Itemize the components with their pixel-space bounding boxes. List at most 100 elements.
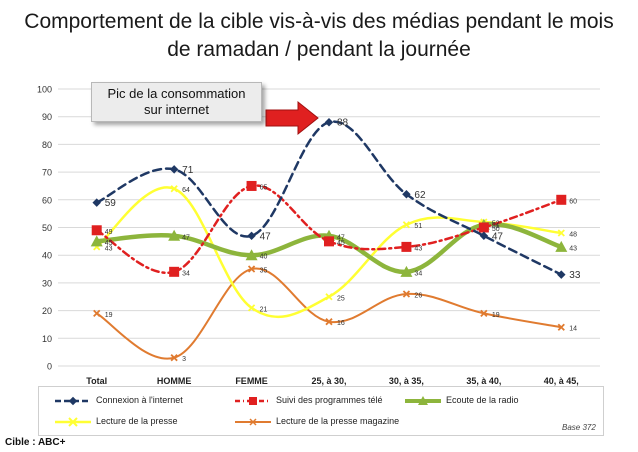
data-point-radio <box>400 265 413 277</box>
data-label-presse: 52 <box>492 220 500 227</box>
data-point-radio <box>168 229 181 241</box>
data-point-magazine <box>402 290 411 298</box>
data-point-magazine <box>93 309 101 318</box>
callout-arrow-icon <box>265 100 319 136</box>
line-chart: 0 10 20 30 40 50 60 70 80 90 100 Total HOMME FEMME 25,… <box>37 85 600 386</box>
data-point-magazine <box>557 323 565 331</box>
data-label-internet: 88 <box>337 118 349 129</box>
callout-line-2: sur internet <box>143 102 210 117</box>
legend-swatch-tv <box>235 397 271 405</box>
legend-label-magazine: Lecture de la presse magazine <box>276 416 400 426</box>
chart-title: Comportement de la cible vis-à-vis des m… <box>24 10 614 61</box>
data-point-magazine <box>170 354 178 362</box>
data-point-magazine <box>247 265 256 273</box>
data-label-radio: 40 <box>260 254 268 261</box>
data-label-radio: 45 <box>105 240 113 247</box>
y-tick-label: 40 <box>42 251 52 261</box>
data-label-magazine: 3 <box>182 356 186 363</box>
legend-swatch-internet <box>55 396 91 406</box>
annotation-callout: Pic de la consommation sur internet <box>91 82 262 122</box>
data-point-internet <box>169 165 179 174</box>
data-label-internet: 59 <box>105 198 117 209</box>
data-point-internet <box>92 198 101 207</box>
data-point-presse <box>325 293 333 301</box>
y-tick-label: 60 <box>42 195 52 205</box>
data-label-internet: 62 <box>414 190 426 201</box>
data-label-radio: 34 <box>414 270 422 277</box>
data-label-tv: 45 <box>337 240 345 247</box>
legend-label-radio: Ecoute de la radio <box>446 395 519 405</box>
legend-swatch-presse <box>55 417 91 427</box>
data-label-internet: 71 <box>182 165 194 176</box>
data-point-radio <box>245 249 258 261</box>
data-label-tv: 49 <box>105 229 113 236</box>
data-point-presse <box>247 304 256 312</box>
data-point-tv <box>91 225 102 236</box>
y-tick-label: 0 <box>47 362 52 372</box>
data-label-presse: 64 <box>182 187 190 194</box>
data-label-magazine: 14 <box>569 326 577 333</box>
legend-label-presse: Lecture de la presse <box>96 416 178 426</box>
data-label-magazine: 26 <box>414 292 422 299</box>
data-point-radio <box>90 235 103 247</box>
y-tick-label: 10 <box>42 334 52 344</box>
data-label-presse: 25 <box>337 295 345 302</box>
callout-line-1: Pic de la consommation <box>107 86 246 101</box>
data-point-tv <box>556 194 567 205</box>
y-tick-label: 70 <box>42 168 52 178</box>
data-label-tv: 65 <box>260 184 268 191</box>
data-label-presse: 21 <box>260 306 268 313</box>
data-point-tv <box>169 266 180 277</box>
data-label-internet: 47 <box>492 231 504 242</box>
x-tick-label: HOMME <box>157 376 192 386</box>
data-label-radio: 43 <box>569 245 577 252</box>
data-point-presse <box>402 221 411 229</box>
data-label-tv: 34 <box>182 270 190 277</box>
y-tick-label: 50 <box>42 223 52 233</box>
data-label-presse: 48 <box>569 232 577 239</box>
data-point-tv <box>324 236 334 247</box>
data-label-internet: 47 <box>260 231 272 242</box>
data-point-presse <box>170 185 178 193</box>
data-point-radio <box>555 240 568 252</box>
x-tick-label: 30, à 35, <box>389 376 424 386</box>
chart-legend: Connexion à l'internet Suivi des program… <box>38 386 604 436</box>
data-point-internet <box>324 117 334 127</box>
data-label-magazine: 16 <box>337 320 345 327</box>
x-tick-label: 35, à 40, <box>466 376 501 386</box>
data-point-internet <box>557 270 566 279</box>
data-label-tv: 60 <box>569 198 577 205</box>
data-point-internet <box>402 190 411 199</box>
data-point-internet <box>479 231 489 241</box>
legend-swatch-radio <box>405 396 441 405</box>
data-point-presse <box>557 229 565 237</box>
data-label-tv: 43 <box>414 245 422 252</box>
data-point-tv <box>401 241 412 252</box>
data-label-tv: 50 <box>492 226 500 233</box>
x-tick-label: 40, à 45, <box>544 376 579 386</box>
y-tick-label: 100 <box>37 85 52 95</box>
data-label-presse: 43 <box>105 245 113 252</box>
data-label-radio: 47 <box>182 234 190 241</box>
data-point-tv <box>478 222 489 233</box>
data-label-radio: 47 <box>337 234 345 241</box>
legend-label-tv: Suivi des programmes télé <box>276 395 383 405</box>
x-tick-label: 25, à 30, <box>311 376 346 386</box>
y-tick-label: 20 <box>42 306 52 316</box>
data-label-magazine: 35 <box>260 268 268 275</box>
legend-label-internet: Connexion à l'internet <box>96 395 183 405</box>
data-point-magazine <box>480 309 488 318</box>
data-label-internet: 33 <box>569 270 581 281</box>
x-tick-label: Total <box>86 376 107 386</box>
target-audience: Cible : ABC+ <box>5 437 66 448</box>
data-point-tv <box>246 180 257 191</box>
legend-swatch-magazine <box>235 418 271 426</box>
y-tick-label: 80 <box>42 140 52 150</box>
data-label-magazine: 19 <box>105 312 113 319</box>
data-point-internet <box>247 231 256 241</box>
y-tick-label: 30 <box>42 278 52 288</box>
x-tick-label: FEMME <box>235 376 268 386</box>
sample-base: Base 372 <box>562 423 596 432</box>
data-point-magazine <box>325 318 333 326</box>
data-label-magazine: 19 <box>492 312 500 319</box>
